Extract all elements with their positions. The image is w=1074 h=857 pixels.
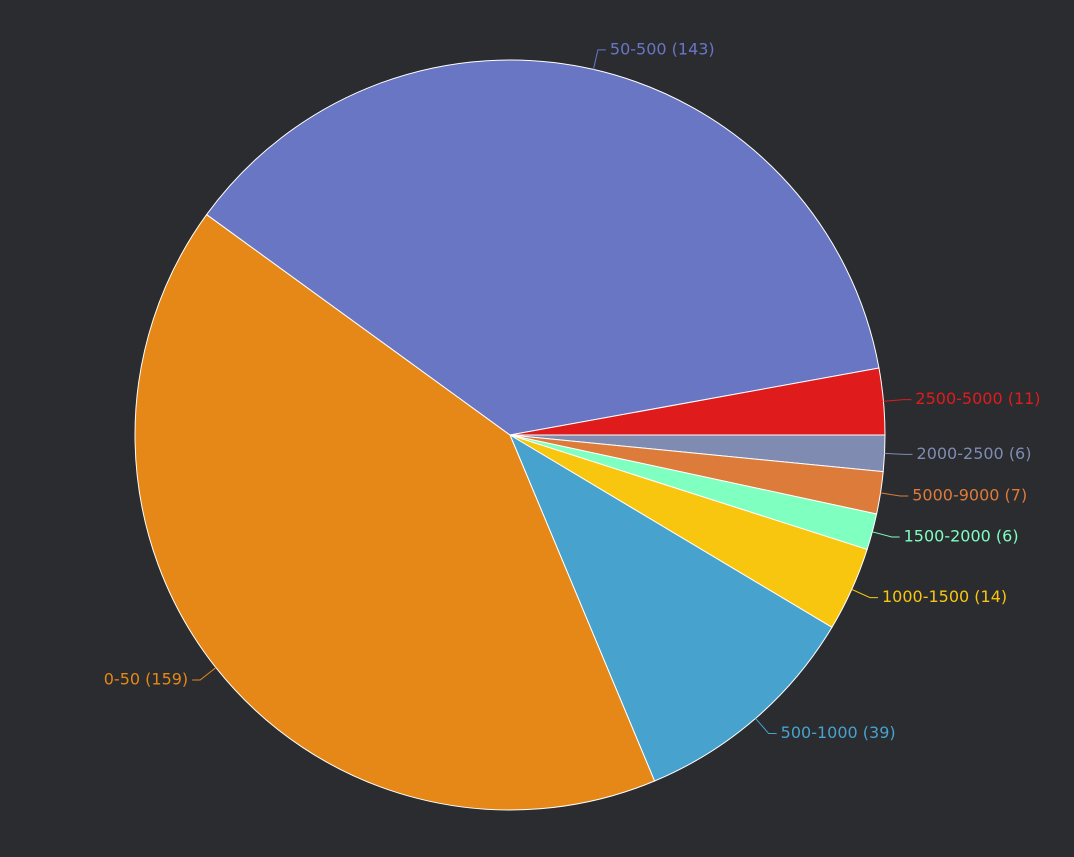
leader-line [755, 718, 777, 735]
pie-slice [134, 213, 656, 811]
leader-line [192, 667, 217, 681]
slice-label: 500-1000 (39) [781, 723, 896, 742]
slice-label: 1500-2000 (6) [904, 526, 1019, 545]
leader-line [880, 492, 909, 497]
slice-label: 1000-1500 (14) [882, 587, 1007, 606]
slice-label: 2500-5000 (11) [915, 389, 1040, 408]
pie-slice [508, 433, 833, 782]
leader-line [884, 452, 913, 455]
slice-label: 50-500 (143) [610, 39, 715, 58]
pie-slice [205, 59, 880, 436]
leader-line [872, 531, 900, 538]
leader-line [883, 399, 912, 402]
pie-slice [509, 367, 886, 436]
leader-line [592, 49, 606, 70]
slice-label: 5000-9000 (7) [912, 485, 1027, 504]
leader-line [851, 588, 878, 599]
slice-label: 0-50 (159) [104, 670, 188, 689]
slice-label: 2000-2500 (6) [917, 444, 1032, 463]
